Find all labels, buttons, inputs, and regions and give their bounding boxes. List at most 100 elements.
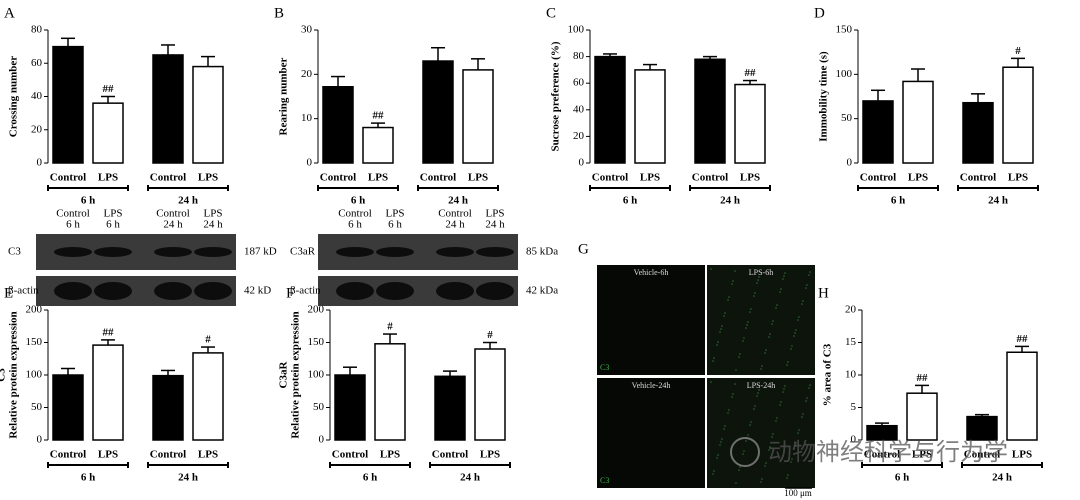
speckle — [771, 436, 773, 438]
blot-band — [54, 247, 92, 257]
speckle — [750, 421, 752, 423]
speckle — [808, 274, 810, 276]
bar — [594, 55, 626, 164]
speckle — [757, 392, 759, 394]
speckle — [727, 299, 729, 301]
y-tick-label: 0 — [37, 157, 43, 169]
bar — [862, 100, 894, 164]
x-tick-label: Control — [50, 449, 86, 461]
y-tick-label: 10 — [301, 112, 313, 124]
x-tick-label: LPS — [468, 172, 488, 184]
speckle — [805, 400, 807, 402]
blot-row-label: C3 — [8, 246, 21, 258]
bar — [362, 126, 394, 164]
y-tick-label: 5 — [851, 401, 857, 413]
significance-label: # — [205, 334, 211, 346]
blot-band — [476, 247, 514, 257]
x-tick-label: LPS — [198, 172, 218, 184]
y-tick-label: 80 — [31, 24, 43, 36]
speckle — [757, 279, 759, 281]
speckle — [809, 271, 811, 273]
speckle — [712, 360, 714, 362]
panel-letter: E — [4, 285, 13, 301]
x-tick-label: Control — [150, 449, 186, 461]
blot-column-label: LPS — [204, 208, 223, 220]
speckle — [756, 395, 758, 397]
group-label: 24 h — [720, 195, 740, 207]
significance-label: ## — [103, 83, 115, 95]
speckle — [745, 327, 747, 329]
bar — [334, 374, 366, 441]
bar — [192, 65, 224, 164]
y-tick-label: 0 — [851, 434, 857, 446]
speckle — [753, 408, 755, 410]
x-tick-label: Control — [860, 172, 896, 184]
bar — [92, 344, 124, 441]
speckle — [764, 352, 766, 354]
panel-letter: B — [274, 5, 284, 21]
bar — [866, 424, 898, 441]
y-tick-label: 15 — [845, 336, 857, 348]
blot-column-label: 6 h — [388, 219, 402, 231]
x-tick-label: Control — [332, 449, 368, 461]
panel-letter: G — [578, 241, 589, 257]
y-axis-label: % area of C3 — [822, 343, 834, 406]
speckle — [780, 288, 782, 290]
speckle — [745, 440, 747, 442]
blot-column-label: Control — [338, 208, 372, 220]
y-tick-label: 60 — [573, 77, 585, 89]
blot-column-label: 24 h — [203, 219, 223, 231]
y-tick-label: 100 — [308, 369, 325, 381]
speckle — [772, 433, 774, 435]
y-axis-label: Relative protein expression — [290, 311, 302, 438]
speckle — [731, 396, 733, 398]
bar — [152, 374, 184, 441]
bar — [92, 102, 124, 164]
speckle — [724, 312, 726, 314]
x-tick-label: LPS — [908, 172, 928, 184]
speckle — [776, 417, 778, 419]
speckle — [754, 292, 756, 294]
speckle — [728, 409, 730, 411]
x-tick-label: LPS — [98, 172, 118, 184]
blot-column-label: Control — [156, 208, 190, 220]
bar — [192, 352, 224, 441]
x-tick-label: Control — [960, 172, 996, 184]
y-tick-label: 100 — [26, 369, 43, 381]
blot-column-label: LPS — [486, 208, 505, 220]
y-tick-label: 20 — [573, 130, 585, 142]
speckle — [772, 320, 774, 322]
speckle — [791, 458, 793, 460]
blot-column-label: 6 h — [66, 219, 80, 231]
y-tick-label: 150 — [836, 24, 853, 36]
group-label: 24 h — [178, 472, 198, 484]
speckle — [801, 303, 803, 305]
significance-label: ## — [745, 67, 757, 79]
y-tick-label: 0 — [307, 157, 313, 169]
blot-column-label: 24 h — [163, 219, 183, 231]
speckle — [739, 353, 741, 355]
speckle — [742, 453, 744, 455]
y-axis-label: C3aR — [278, 361, 290, 389]
panel-letter: A — [4, 5, 15, 21]
speckle — [727, 412, 729, 414]
y-tick-label: 20 — [31, 123, 43, 135]
blot-column-label: LPS — [104, 208, 123, 220]
y-tick-label: 40 — [31, 90, 43, 102]
y-tick-label: 200 — [308, 304, 325, 316]
y-axis-label: C3 — [0, 368, 8, 382]
speckle — [794, 445, 796, 447]
bar — [52, 374, 84, 441]
y-tick-label: 100 — [836, 68, 853, 80]
panel-letter: H — [818, 285, 829, 301]
blot-column-label: 24 h — [485, 219, 505, 231]
speckle — [790, 348, 792, 350]
x-tick-label: Control — [320, 172, 356, 184]
group-label: 6 h — [351, 195, 365, 207]
speckle — [802, 300, 804, 302]
speckle — [754, 405, 756, 407]
panel-letter: F — [286, 285, 294, 301]
micrograph — [597, 378, 705, 488]
blot-row-label: β-actin — [290, 285, 321, 297]
